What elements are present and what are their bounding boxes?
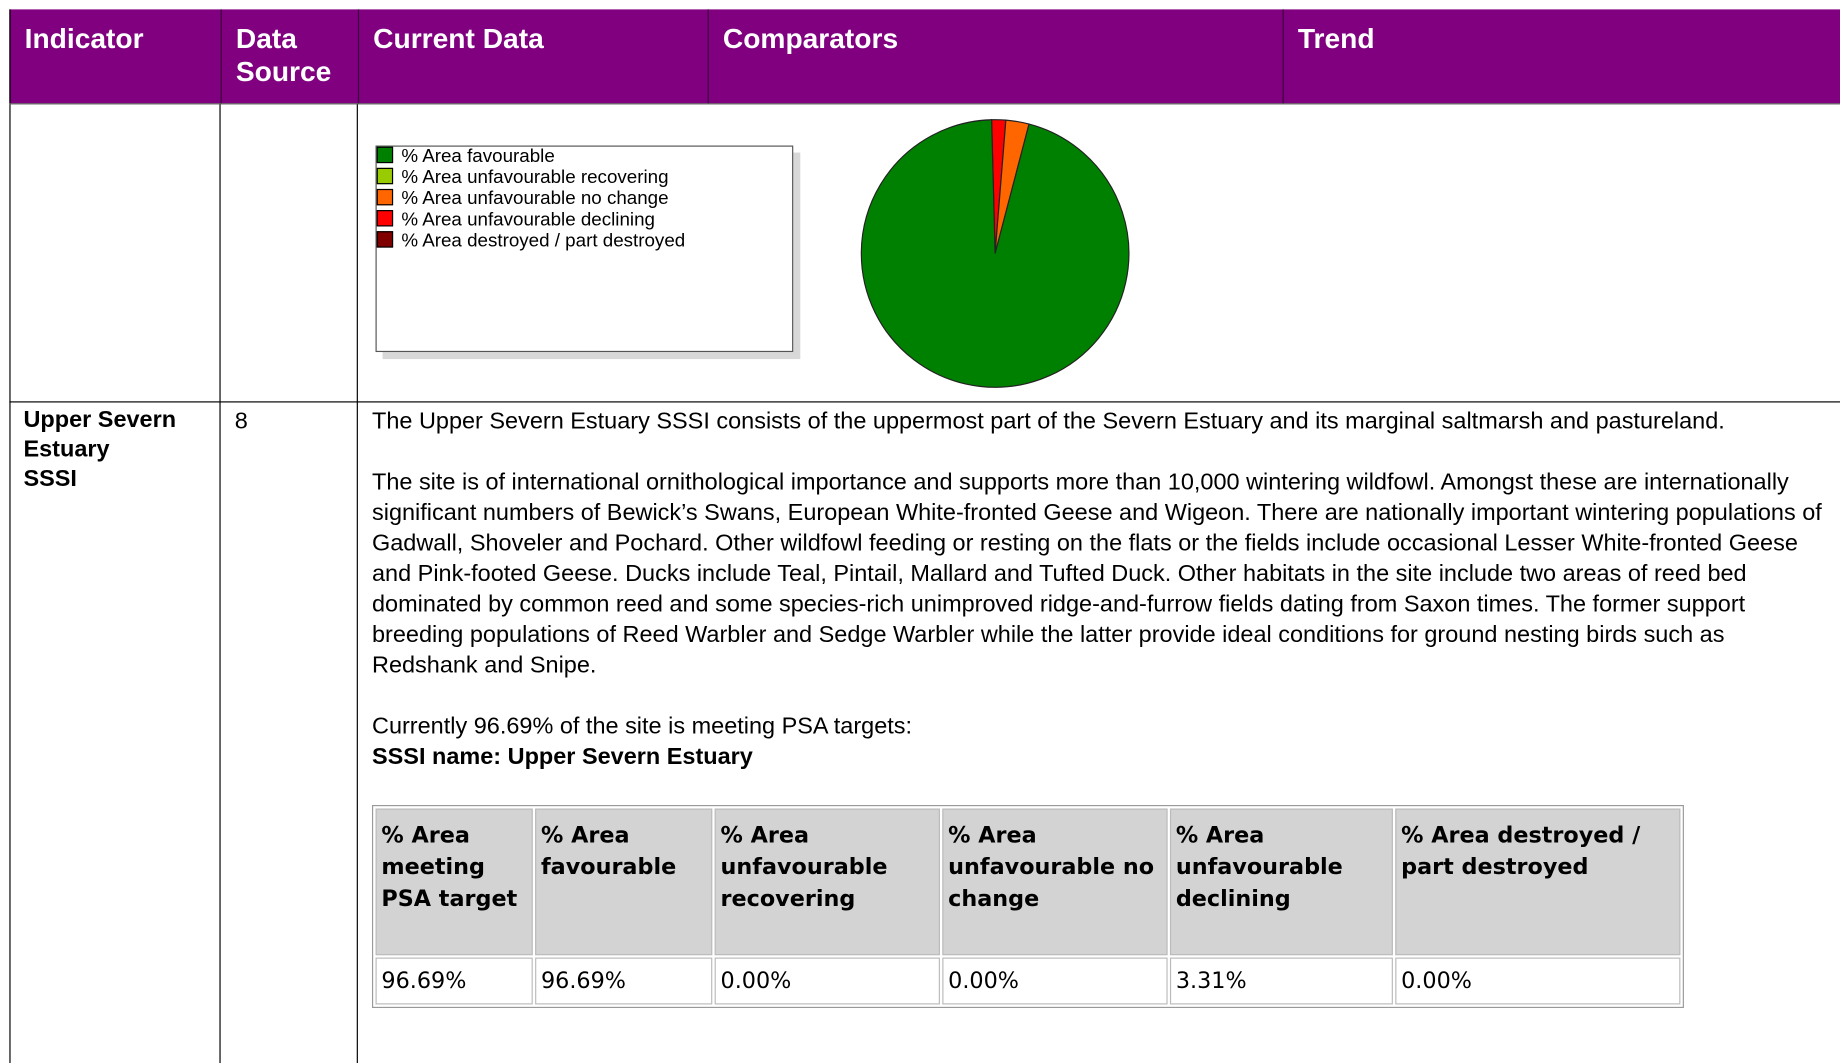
header-bar — [9, 9, 1840, 104]
table-header: % Area meeting PSA target% Area favourab… — [375, 808, 1681, 956]
paragraph: The Upper Severn Estuary SSSI consists o… — [371, 408, 1725, 435]
legend-label: % Area unfavourable recovering — [401, 167, 669, 188]
legend-item: % Area unfavourable no change — [376, 188, 792, 210]
legend-swatch — [376, 188, 394, 206]
legend-swatch — [376, 146, 394, 164]
border — [219, 103, 221, 1063]
header-cell: Data Source — [220, 9, 358, 104]
legend-item: % Area destroyed / part destroyed — [376, 231, 792, 252]
column-header: % Area favourable — [535, 808, 713, 956]
table-cell: 96.69% — [535, 957, 713, 1005]
psa-table: % Area meeting PSA target% Area favourab… — [371, 805, 1684, 1009]
indicator: Upper Severn Estuary SSSI — [23, 407, 177, 492]
legend-label: % Area unfavourable no change — [401, 188, 669, 209]
header-cell: Current Data — [357, 9, 708, 104]
header-cell: Indicator — [9, 9, 220, 104]
table-cell: 0.00% — [942, 957, 1168, 1005]
table-row: 96.69% 96.69% 0.00% 0.00% 3.31% 0.00% — [375, 957, 1681, 1005]
legend-item: % Area unfavourable recovering — [376, 167, 792, 189]
paragraph: The site is of international ornithologi… — [371, 469, 1822, 679]
column-header: % Area unfavourable recovering — [714, 808, 940, 956]
legend-item: % Area favourable — [376, 146, 792, 168]
column-header: % Area unfavourable no change — [942, 808, 1168, 956]
legend-label: % Area favourable — [401, 146, 555, 167]
border — [9, 9, 11, 1063]
column-header: % Area destroyed / part destroyed — [1395, 808, 1681, 956]
table-cell: 3.31% — [1169, 957, 1393, 1005]
legend-swatch — [376, 167, 394, 185]
header-cell: Comparators — [707, 9, 1283, 104]
psa-intro: Currently 96.69% of the site is meeting … — [371, 713, 913, 740]
border — [9, 401, 1840, 403]
border — [356, 103, 358, 1063]
legend-item: % Area unfavourable declining — [376, 210, 792, 231]
header-cell: Trend — [1282, 9, 1840, 104]
legend-swatch — [376, 210, 394, 227]
description: The Upper Severn Estuary SSSI consists o… — [372, 406, 1827, 772]
column-header: % Area meeting PSA target — [375, 808, 533, 956]
pie-chart — [860, 119, 1130, 388]
table-cell: 96.69% — [375, 957, 533, 1005]
border — [9, 103, 1840, 105]
legend: % Area favourable% Area unfavourable rec… — [375, 145, 794, 353]
table-cell: 0.00% — [714, 957, 940, 1005]
table-cell: 0.00% — [1395, 957, 1681, 1005]
legend-label: % Area unfavourable declining — [401, 210, 655, 231]
pie-slice — [860, 119, 1130, 388]
legend-swatch — [376, 231, 394, 248]
column-header: % Area unfavourable declining — [1169, 808, 1393, 956]
legend-label: % Area destroyed / part destroyed — [401, 231, 686, 252]
sssi-name: SSSI name: Upper Severn Estuary — [371, 743, 753, 770]
data-source: 8 — [234, 408, 248, 435]
